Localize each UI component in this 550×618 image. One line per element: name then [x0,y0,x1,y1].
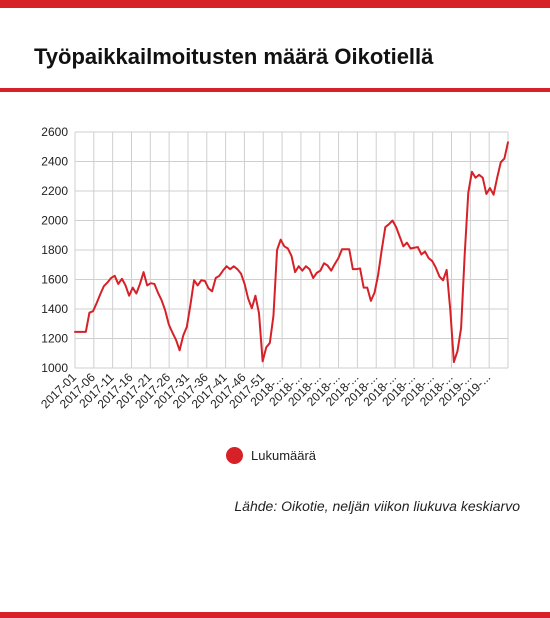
source-note: Lähde: Oikotie, neljän viikon liukuva ke… [234,498,520,514]
chart-legend: Lukumäärä [226,447,316,464]
series-line-lukumaara [74,141,509,364]
y-tick-label: 2400 [41,155,68,169]
y-tick-label: 1800 [41,243,68,257]
y-tick-label: 2000 [41,214,68,228]
title-divider [0,88,550,92]
y-tick-label: 2200 [41,184,68,198]
y-tick-label: 1400 [41,302,68,316]
y-tick-label: 1600 [41,273,68,287]
page-title: Työpaikkailmoitusten määrä Oikotiellä [34,44,434,69]
line-chart: 1000 1200 1400 1600 1800 2000 2200 2400 2600 201… [38,125,509,411]
y-axis-labels: 1000 1200 1400 1600 1800 2000 2200 2400 2600 [41,125,68,375]
y-tick-label: 2600 [41,125,68,139]
legend-swatch [226,447,243,464]
top-accent-bar [0,0,550,8]
chart-series [74,141,509,364]
x-axis-labels: 2017-012017-062017-112017-162017-212017-… [38,370,493,411]
y-tick-label: 1000 [41,361,68,375]
y-tick-label: 1200 [41,332,68,346]
bottom-accent-bar [0,612,550,618]
legend-label: Lukumäärä [251,448,317,463]
chart-grid [74,131,509,369]
